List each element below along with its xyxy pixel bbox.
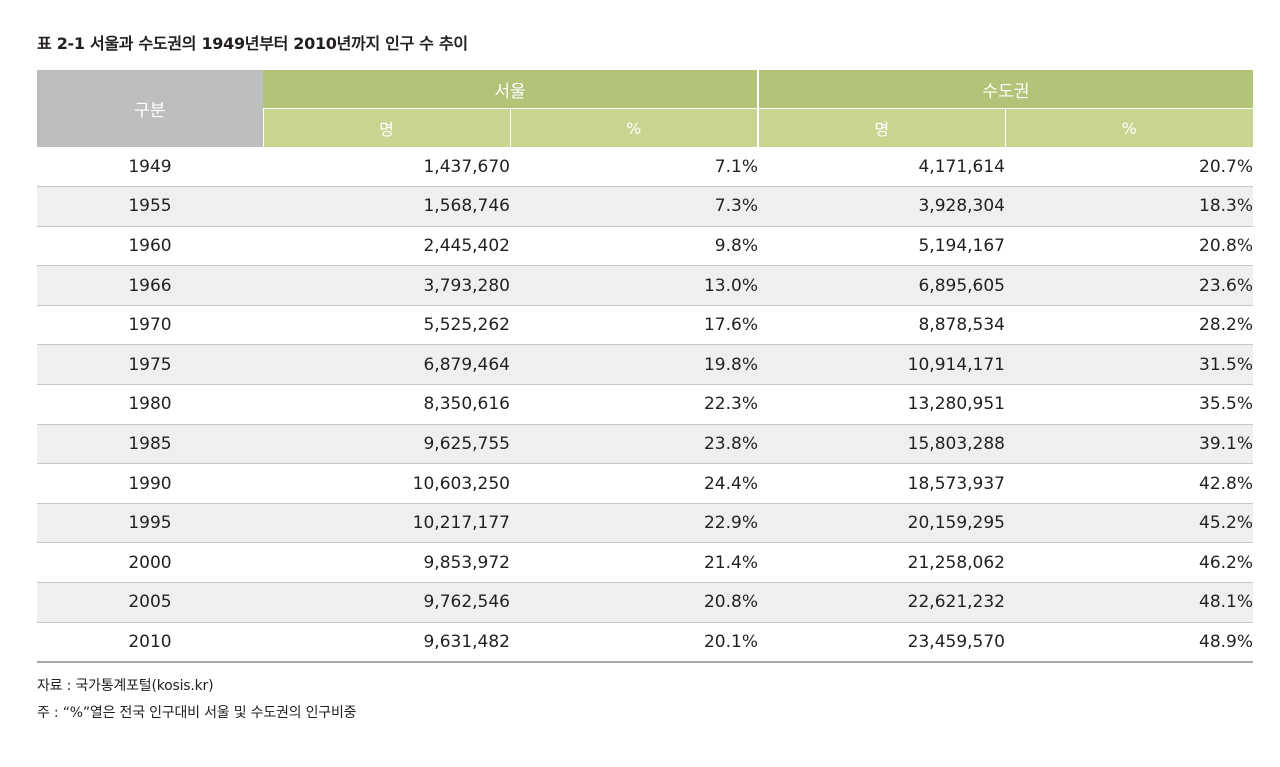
cell-seoul-count: 1,568,746 bbox=[263, 186, 510, 227]
cell-seoul-percent: 17.6% bbox=[510, 305, 758, 346]
cell-year: 2000 bbox=[37, 542, 263, 584]
cell-capital-percent: 20.7% bbox=[1005, 147, 1254, 188]
table-row: 2010 9,631,482 20.1% 23,459,570 48.9% bbox=[37, 622, 1254, 663]
table-row: 1966 3,793,280 13.0% 6,895,605 23.6% bbox=[37, 265, 1254, 306]
footnote: 주 : “%”열은 전국 인구대비 서울 및 수도권의 인구비중 bbox=[37, 705, 357, 721]
cell-seoul-count: 3,793,280 bbox=[263, 265, 510, 306]
cell-seoul-count: 10,603,250 bbox=[263, 463, 510, 504]
cell-seoul-count: 9,625,755 bbox=[263, 424, 510, 465]
cell-capital-percent: 20.8% bbox=[1005, 226, 1254, 267]
cell-capital-count: 15,803,288 bbox=[758, 424, 1005, 465]
table-row: 1980 8,350,616 22.3% 13,280,951 35.5% bbox=[37, 384, 1254, 425]
source-note: 자료 : 국가통계포털(kosis.kr) bbox=[37, 678, 214, 694]
cell-capital-count: 20,159,295 bbox=[758, 503, 1005, 544]
cell-seoul-percent: 23.8% bbox=[510, 424, 758, 465]
cell-capital-count: 8,878,534 bbox=[758, 305, 1005, 346]
cell-seoul-count: 5,525,262 bbox=[263, 305, 510, 346]
header-seoul-percent: % bbox=[509, 108, 758, 147]
cell-capital-count: 5,194,167 bbox=[758, 226, 1005, 267]
header-capital-count: 명 bbox=[757, 108, 1005, 147]
cell-capital-count: 18,573,937 bbox=[758, 463, 1005, 504]
cell-capital-percent: 48.1% bbox=[1005, 582, 1254, 623]
table-row: 1970 5,525,262 17.6% 8,878,534 28.2% bbox=[37, 305, 1254, 346]
cell-capital-percent: 31.5% bbox=[1005, 344, 1254, 386]
cell-capital-percent: 42.8% bbox=[1005, 463, 1254, 504]
cell-year: 1970 bbox=[37, 305, 263, 346]
cell-seoul-count: 10,217,177 bbox=[263, 503, 510, 544]
cell-capital-count: 6,895,605 bbox=[758, 265, 1005, 306]
table-row: 1949 1,437,670 7.1% 4,171,614 20.7% bbox=[37, 147, 1254, 188]
cell-seoul-percent: 7.1% bbox=[510, 147, 758, 188]
table-row: 2005 9,762,546 20.8% 22,621,232 48.1% bbox=[37, 582, 1254, 623]
cell-capital-percent: 18.3% bbox=[1005, 186, 1254, 227]
cell-capital-percent: 48.9% bbox=[1005, 622, 1254, 663]
table-row: 1960 2,445,402 9.8% 5,194,167 20.8% bbox=[37, 226, 1254, 267]
header-seoul-count: 명 bbox=[262, 108, 510, 147]
cell-seoul-percent: 21.4% bbox=[510, 542, 758, 584]
table-row: 1995 10,217,177 22.9% 20,159,295 45.2% bbox=[37, 503, 1254, 544]
table-row: 2000 9,853,972 21.4% 21,258,062 46.2% bbox=[37, 542, 1254, 584]
cell-year: 1949 bbox=[37, 147, 263, 188]
header-capital-region: 수도권 bbox=[756, 70, 1254, 109]
cell-capital-count: 22,621,232 bbox=[758, 582, 1005, 623]
population-table: 구분 서울 수도권 명 % 명 % 1949 1,437,670 7.1% 4,… bbox=[37, 70, 1254, 663]
cell-year: 1980 bbox=[37, 384, 263, 425]
cell-capital-count: 4,171,614 bbox=[758, 147, 1005, 188]
cell-capital-count: 23,459,570 bbox=[758, 622, 1005, 663]
cell-year: 1985 bbox=[37, 424, 263, 465]
cell-seoul-count: 2,445,402 bbox=[263, 226, 510, 267]
cell-capital-percent: 28.2% bbox=[1005, 305, 1254, 346]
cell-year: 1955 bbox=[37, 186, 263, 227]
cell-seoul-percent: 19.8% bbox=[510, 344, 758, 386]
cell-capital-count: 3,928,304 bbox=[758, 186, 1005, 227]
cell-year: 1966 bbox=[37, 265, 263, 306]
cell-seoul-percent: 24.4% bbox=[510, 463, 758, 504]
cell-seoul-percent: 22.9% bbox=[510, 503, 758, 544]
cell-capital-percent: 46.2% bbox=[1005, 542, 1254, 584]
header-seoul: 서울 bbox=[263, 70, 758, 109]
cell-seoul-count: 6,879,464 bbox=[263, 344, 510, 386]
cell-capital-percent: 35.5% bbox=[1005, 384, 1254, 425]
cell-seoul-percent: 9.8% bbox=[510, 226, 758, 267]
cell-year: 2005 bbox=[37, 582, 263, 623]
cell-seoul-percent: 7.3% bbox=[510, 186, 758, 227]
cell-capital-count: 13,280,951 bbox=[758, 384, 1005, 425]
cell-seoul-count: 9,762,546 bbox=[263, 582, 510, 623]
cell-seoul-percent: 20.1% bbox=[510, 622, 758, 663]
cell-capital-count: 21,258,062 bbox=[758, 542, 1005, 584]
cell-year: 1995 bbox=[37, 503, 263, 544]
cell-seoul-count: 8,350,616 bbox=[263, 384, 510, 425]
cell-seoul-percent: 13.0% bbox=[510, 265, 758, 306]
table-row: 1990 10,603,250 24.4% 18,573,937 42.8% bbox=[37, 463, 1254, 504]
cell-year: 1975 bbox=[37, 344, 263, 386]
cell-year: 2010 bbox=[37, 622, 263, 663]
header-category: 구분 bbox=[37, 70, 263, 147]
table-title: 표 2-1 서울과 수도권의 1949년부터 2010년까지 인구 수 추이 bbox=[37, 34, 468, 53]
table-row: 1975 6,879,464 19.8% 10,914,171 31.5% bbox=[37, 344, 1254, 386]
cell-capital-count: 10,914,171 bbox=[758, 344, 1005, 386]
cell-seoul-count: 1,437,670 bbox=[263, 147, 510, 188]
header-capital-percent: % bbox=[1004, 108, 1254, 147]
cell-seoul-count: 9,853,972 bbox=[263, 542, 510, 584]
table-row: 1985 9,625,755 23.8% 15,803,288 39.1% bbox=[37, 424, 1254, 465]
cell-year: 1990 bbox=[37, 463, 263, 504]
cell-capital-percent: 45.2% bbox=[1005, 503, 1254, 544]
table-row: 1955 1,568,746 7.3% 3,928,304 18.3% bbox=[37, 186, 1254, 227]
cell-seoul-percent: 22.3% bbox=[510, 384, 758, 425]
cell-seoul-count: 9,631,482 bbox=[263, 622, 510, 663]
cell-seoul-percent: 20.8% bbox=[510, 582, 758, 623]
cell-year: 1960 bbox=[37, 226, 263, 267]
cell-capital-percent: 39.1% bbox=[1005, 424, 1254, 465]
cell-capital-percent: 23.6% bbox=[1005, 265, 1254, 306]
